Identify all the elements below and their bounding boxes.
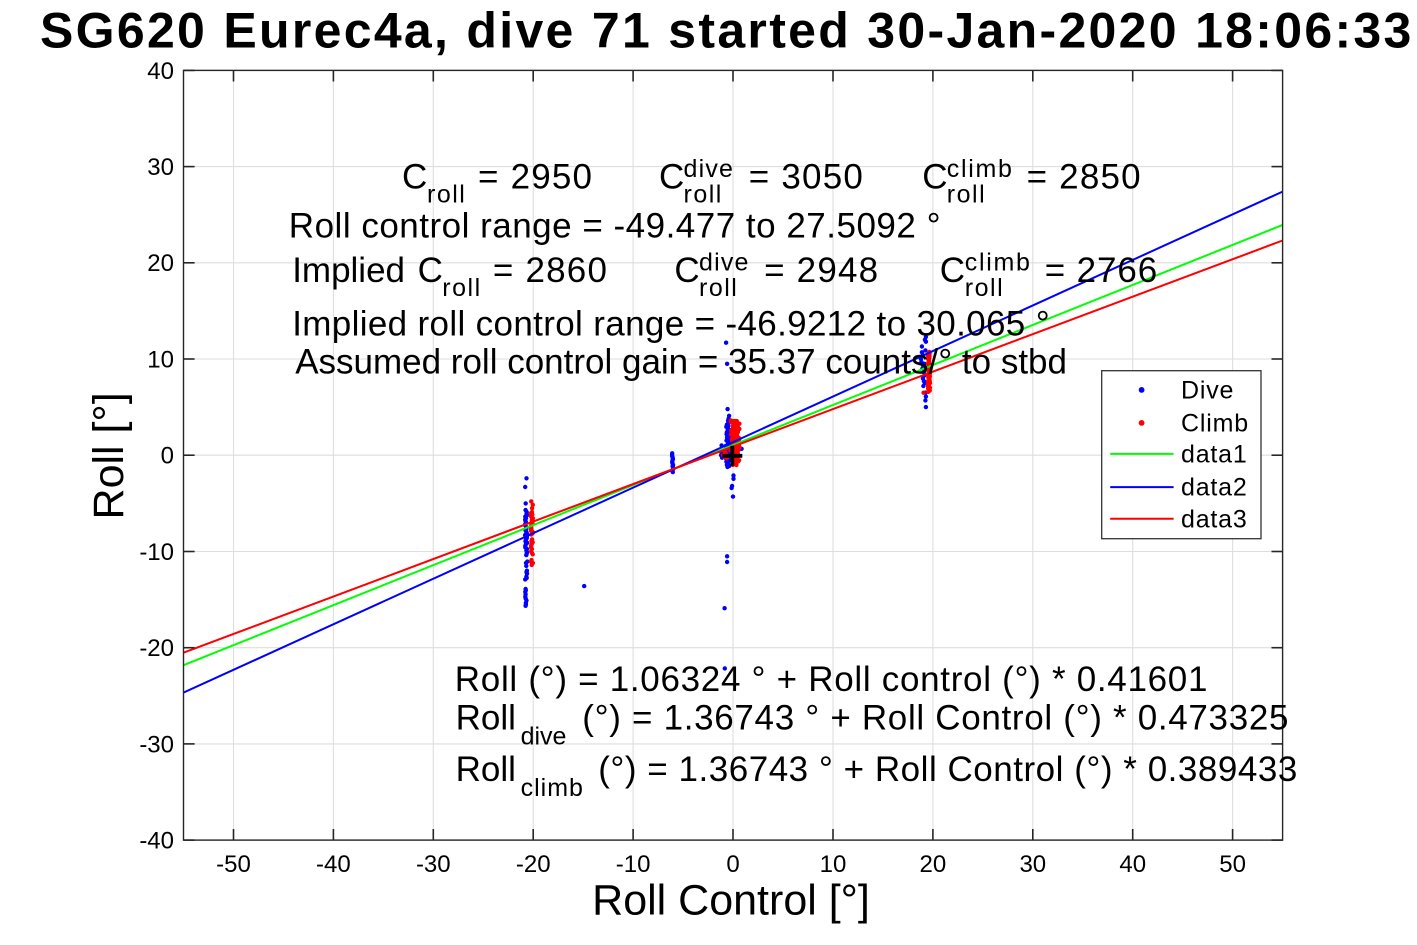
svg-text:C: C bbox=[940, 251, 965, 290]
svg-text:30: 30 bbox=[147, 154, 174, 181]
svg-text:= 2948: = 2948 bbox=[764, 251, 879, 290]
svg-text:30: 30 bbox=[1019, 851, 1046, 878]
svg-text:20: 20 bbox=[147, 250, 174, 277]
svg-text:= 2850: = 2850 bbox=[1027, 158, 1142, 197]
svg-text:Roll [°]: Roll [°] bbox=[85, 392, 133, 519]
svg-text:roll: roll bbox=[427, 181, 466, 209]
svg-text:0: 0 bbox=[726, 851, 739, 878]
svg-text:0: 0 bbox=[161, 443, 174, 470]
svg-text:roll: roll bbox=[442, 274, 481, 302]
svg-text:C: C bbox=[674, 251, 699, 290]
svg-text:data1: data1 bbox=[1181, 441, 1248, 469]
svg-text:Roll (°) = 1.06324 ° + Roll co: Roll (°) = 1.06324 ° + Roll control (°) … bbox=[455, 660, 1208, 699]
svg-text:dive: dive bbox=[699, 249, 750, 277]
svg-text:Roll control range = -49.477 t: Roll control range = -49.477 to 27.5092 … bbox=[289, 206, 941, 245]
svg-text:= 2766: = 2766 bbox=[1045, 251, 1158, 290]
svg-text:Roll: Roll bbox=[456, 750, 516, 789]
svg-text:10: 10 bbox=[820, 851, 847, 878]
svg-text:Assumed roll control gain = 35: Assumed roll control gain = 35.37 counts… bbox=[295, 343, 1067, 382]
svg-text:dive: dive bbox=[684, 155, 735, 183]
svg-text:C: C bbox=[402, 158, 427, 197]
svg-text:Implied roll control range = -: Implied roll control range = -46.9212 to… bbox=[292, 305, 1050, 344]
svg-text:-10: -10 bbox=[139, 539, 174, 566]
svg-text:-40: -40 bbox=[316, 851, 351, 878]
svg-text:climb: climb bbox=[521, 774, 584, 802]
svg-text:Roll: Roll bbox=[456, 699, 516, 738]
svg-text:20: 20 bbox=[920, 851, 947, 878]
svg-text:40: 40 bbox=[147, 58, 174, 85]
svg-text:C: C bbox=[922, 158, 947, 197]
svg-text:-40: -40 bbox=[139, 827, 174, 854]
svg-text:(°) = 1.36743 ° + Roll Control: (°) = 1.36743 ° + Roll Control (°) * 0.3… bbox=[598, 750, 1298, 789]
svg-text:data2: data2 bbox=[1181, 474, 1248, 502]
svg-text:SG620 Eurec4a, dive 71 started: SG620 Eurec4a, dive 71 started 30-Jan-20… bbox=[40, 2, 1414, 58]
svg-text:roll: roll bbox=[684, 181, 723, 209]
svg-text:-20: -20 bbox=[516, 851, 551, 878]
svg-text:C: C bbox=[418, 251, 443, 290]
svg-text:Dive: Dive bbox=[1181, 377, 1234, 405]
svg-text:= 2860: = 2860 bbox=[493, 251, 608, 290]
svg-text:10: 10 bbox=[147, 346, 174, 373]
svg-text:-50: -50 bbox=[216, 851, 251, 878]
svg-text:C: C bbox=[659, 158, 684, 197]
svg-text:(°) = 1.36743 ° + Roll Control: (°) = 1.36743 ° + Roll Control (°) * 0.4… bbox=[582, 699, 1289, 738]
svg-text:-30: -30 bbox=[139, 731, 174, 758]
svg-text:dive: dive bbox=[521, 722, 567, 750]
svg-text:Climb: Climb bbox=[1181, 410, 1249, 438]
svg-text:Implied: Implied bbox=[292, 251, 405, 290]
svg-text:data3: data3 bbox=[1181, 505, 1248, 533]
svg-text:-10: -10 bbox=[616, 851, 651, 878]
svg-text:roll: roll bbox=[699, 274, 738, 302]
svg-text:= 3050: = 3050 bbox=[749, 158, 864, 197]
svg-text:climb: climb bbox=[947, 155, 1014, 183]
svg-text:roll: roll bbox=[947, 181, 986, 209]
svg-text:Roll Control [°]: Roll Control [°] bbox=[592, 877, 870, 925]
svg-text:-30: -30 bbox=[416, 851, 451, 878]
svg-text:climb: climb bbox=[965, 249, 1032, 277]
svg-text:40: 40 bbox=[1119, 851, 1146, 878]
svg-text:roll: roll bbox=[965, 274, 1004, 302]
svg-text:= 2950: = 2950 bbox=[478, 158, 593, 197]
svg-text:50: 50 bbox=[1219, 851, 1246, 878]
svg-text:-20: -20 bbox=[139, 635, 174, 662]
